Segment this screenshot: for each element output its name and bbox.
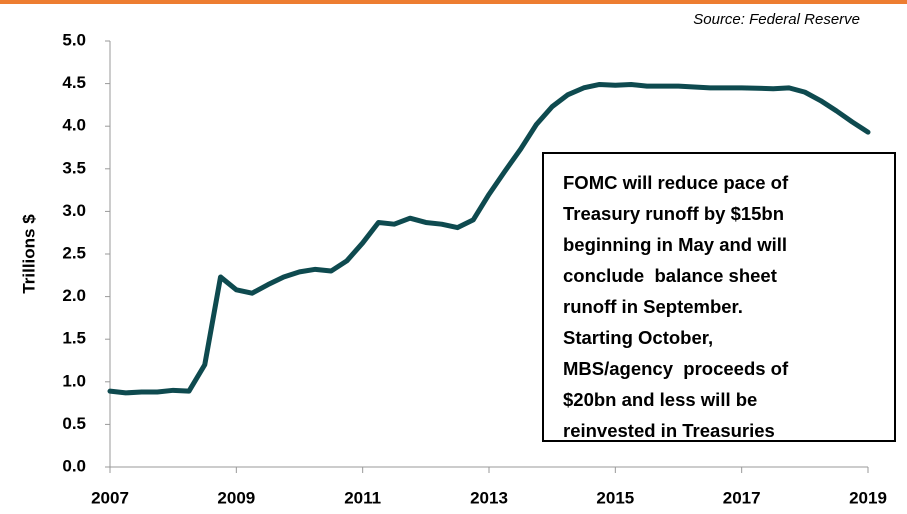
y-tick-label: 4.5	[62, 73, 86, 92]
data-line	[107, 81, 871, 396]
y-tick-label: 0.0	[62, 456, 86, 475]
annotation-text: MBS/agency proceeds of	[563, 358, 789, 379]
annotation-text: conclude balance sheet	[563, 265, 777, 286]
y-tick-label: 1.0	[62, 371, 86, 390]
annotation-text: beginning in May and will	[563, 234, 787, 255]
y-axis-label: Trillions $	[19, 214, 38, 294]
x-tick-label: 2017	[723, 488, 761, 507]
y-tick-label: 2.5	[62, 243, 86, 262]
x-tick-label: 2019	[849, 488, 887, 507]
y-tick-label: 4.0	[62, 116, 86, 135]
x-tick-label: 2015	[596, 488, 634, 507]
annotation-text: Starting October,	[563, 327, 713, 348]
x-tick-label: 2009	[217, 488, 255, 507]
y-tick-label: 0.5	[62, 414, 86, 433]
source: Source: Federal Reserve	[693, 11, 860, 28]
annotation-text: reinvested in Treasuries	[563, 420, 775, 441]
x-tick-label: 2013	[470, 488, 508, 507]
annotation-text: $20bn and less will be	[563, 389, 757, 410]
annotation-text: FOMC will reduce pace of	[563, 172, 789, 193]
x-tick-label: 2011	[344, 488, 381, 507]
y-tick-label: 3.0	[62, 201, 86, 220]
x-tick-label: 2007	[91, 488, 129, 507]
y-tick-label: 2.0	[62, 286, 86, 305]
top-rule	[0, 0, 907, 4]
annotation-text: runoff in September.	[563, 296, 743, 317]
annotation-box	[542, 152, 896, 442]
y-tick-label: 3.5	[62, 158, 86, 177]
y-tick-label: 1.5	[62, 329, 86, 348]
y-tick-label: 5.0	[62, 30, 86, 49]
annotation-text: Treasury runoff by $15bn	[563, 203, 784, 224]
